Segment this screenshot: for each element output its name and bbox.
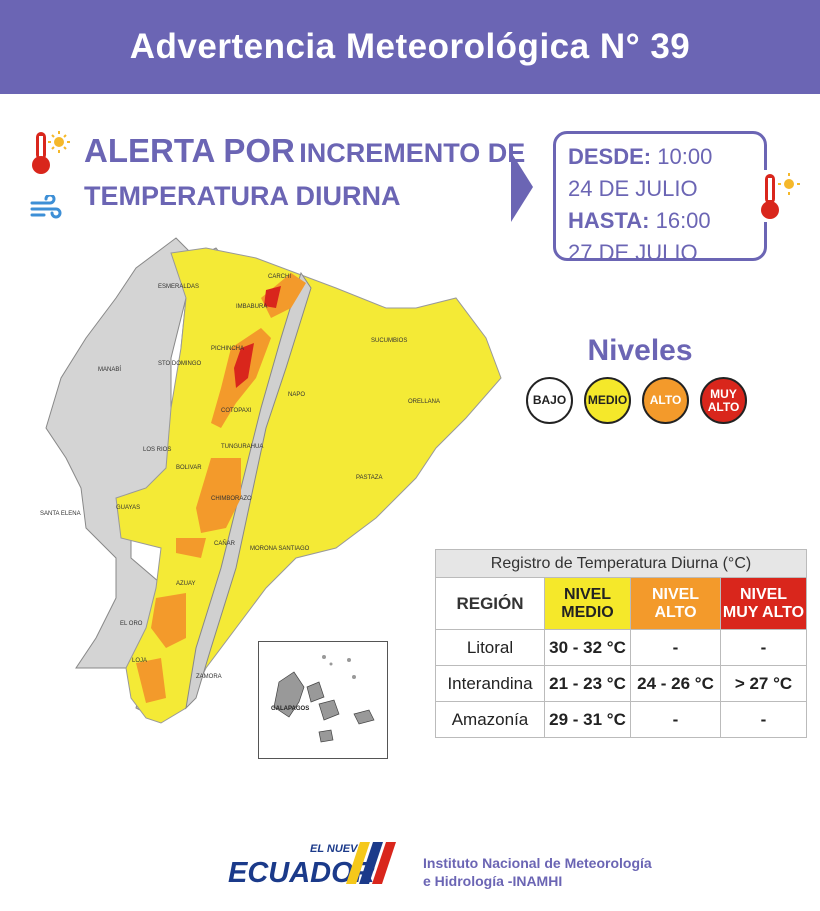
level-bajo: BAJO bbox=[526, 377, 573, 424]
wind-icon bbox=[30, 195, 62, 219]
map-label: GUAYAS bbox=[116, 505, 140, 511]
row-alto: 24 - 26 °C bbox=[630, 665, 721, 702]
map-label: MANABÍ bbox=[98, 366, 121, 373]
from-date: 24 DE JULIO bbox=[568, 176, 698, 201]
levels-title: Niveles bbox=[587, 334, 693, 367]
from-label: DESDE: bbox=[568, 144, 652, 169]
level-medio-label: MEDIO bbox=[587, 393, 628, 407]
map-label: MORONA SANTIAGO bbox=[250, 546, 310, 552]
row-medio: 29 - 31 °C bbox=[544, 701, 631, 738]
map-label: LOS RIOS bbox=[143, 447, 171, 453]
institute-name: Instituto Nacional de Meteorología e Hid… bbox=[423, 854, 652, 890]
el-nuevo-ecuador-logo: EL NUEVO ECUADOR bbox=[228, 842, 396, 889]
table-title: Registro de Temperatura Diurna (°C) bbox=[435, 549, 807, 578]
map-label: ORELLANA bbox=[408, 399, 440, 405]
header-alto: NIVEL ALTO bbox=[630, 577, 721, 630]
row-alto: - bbox=[630, 701, 721, 738]
table-row: Litoral 30 - 32 °C - - bbox=[435, 629, 807, 666]
header-muy-alto: NIVEL MUY ALTO bbox=[720, 577, 807, 630]
galapagos-islands: GALAPAGOS bbox=[271, 655, 375, 743]
map-alto-zone bbox=[176, 538, 206, 558]
row-region: Amazonía bbox=[435, 701, 545, 738]
map-label: PICHINCHA bbox=[211, 346, 244, 352]
map-label: EL ORO bbox=[120, 621, 143, 627]
galapagos-inset: GALAPAGOS bbox=[258, 641, 388, 759]
map-muy-alto-zone bbox=[264, 286, 281, 308]
table-row: Amazonía 29 - 31 °C - - bbox=[435, 701, 807, 738]
header-medio: NIVEL MEDIO bbox=[544, 577, 631, 630]
thermometer-sun-icon bbox=[32, 131, 70, 174]
map-label: COTOPAXI bbox=[221, 408, 252, 414]
map-alto-zone bbox=[151, 593, 186, 648]
from-time: 10:00 bbox=[657, 144, 713, 169]
temperature-table: Registro de Temperatura Diurna (°C) REGI… bbox=[435, 549, 807, 738]
map-label: SUCUMBIOS bbox=[371, 338, 407, 344]
level-alto-label: ALTO bbox=[649, 393, 682, 407]
to-label: HASTA: bbox=[568, 208, 650, 233]
level-muy-alto-label: MUY ALTO bbox=[707, 386, 740, 414]
row-muy-alto: - bbox=[720, 701, 807, 738]
row-alto: - bbox=[630, 629, 721, 666]
map-label: ESMERALDAS bbox=[158, 284, 199, 290]
level-bajo-label: BAJO bbox=[532, 393, 567, 407]
header-region: REGIÓN bbox=[435, 577, 545, 630]
alert-title: ALERTA POR INCREMENTO DE TEMPERATURA DIU… bbox=[84, 132, 525, 215]
thermometer-sun-icon bbox=[757, 170, 803, 222]
alert-title-type: INCREMENTO DE bbox=[299, 138, 526, 168]
header-bar: Advertencia Meteorológica N° 39 bbox=[0, 0, 820, 94]
to-time: 16:00 bbox=[655, 208, 711, 233]
alert-period-box: DESDE: 10:00 24 DE JULIO HASTA: 16:00 27… bbox=[553, 131, 767, 265]
page-title: Advertencia Meteorológica N° 39 bbox=[129, 27, 691, 66]
arrow-right-icon bbox=[511, 152, 533, 222]
map-label: CHIMBORAZO bbox=[211, 496, 252, 502]
map-label: SANTA ELENA bbox=[40, 511, 81, 517]
map-label: NAPO bbox=[288, 392, 305, 398]
map-label: STO DOMINGO bbox=[158, 361, 202, 367]
level-medio: MEDIO bbox=[584, 377, 631, 424]
map-label: AZUAY bbox=[176, 581, 196, 587]
logo-small-text: EL NUEVO bbox=[310, 843, 366, 855]
row-medio: 21 - 23 °C bbox=[544, 665, 631, 702]
map-label: CARCHI bbox=[268, 274, 291, 280]
alert-title-prefix: ALERTA POR bbox=[84, 132, 295, 169]
row-region: Litoral bbox=[435, 629, 545, 666]
map-muy-alto-zone bbox=[234, 343, 254, 388]
row-muy-alto: - bbox=[720, 629, 807, 666]
institute-line-1: Instituto Nacional de Meteorología bbox=[423, 855, 652, 871]
map-alto-zone bbox=[196, 458, 241, 533]
map-label: LOJA bbox=[132, 658, 147, 664]
to-date: 27 DE JULIO bbox=[568, 240, 698, 265]
row-muy-alto: > 27 °C bbox=[720, 665, 807, 702]
map-label: IMBABURA bbox=[236, 304, 267, 310]
ecuador-map: ESMERALDAS CARCHI IMBABURA SUCUMBIOS PIC… bbox=[40, 237, 502, 724]
map-andes-spine bbox=[185, 271, 312, 710]
map-label: BOLIVAR bbox=[176, 465, 202, 471]
map-label: CAÑAR bbox=[214, 540, 236, 547]
table-row: Interandina 21 - 23 °C 24 - 26 °C > 27 °… bbox=[435, 665, 807, 702]
level-muy-alto: MUY ALTO bbox=[700, 377, 747, 424]
row-region: Interandina bbox=[435, 665, 545, 702]
map-label: PASTAZA bbox=[356, 475, 382, 481]
alert-title-subject: TEMPERATURA DIURNA bbox=[84, 181, 401, 211]
map-label: TUNGURAHUA bbox=[221, 444, 263, 450]
level-alto: ALTO bbox=[642, 377, 689, 424]
map-alto-zone bbox=[136, 658, 166, 703]
institute-line-2: e Hidrología -INAMHI bbox=[423, 873, 563, 889]
galapagos-label: GALAPAGOS bbox=[271, 706, 309, 712]
row-medio: 30 - 32 °C bbox=[544, 629, 631, 666]
map-label: ZAMORA bbox=[196, 674, 222, 680]
